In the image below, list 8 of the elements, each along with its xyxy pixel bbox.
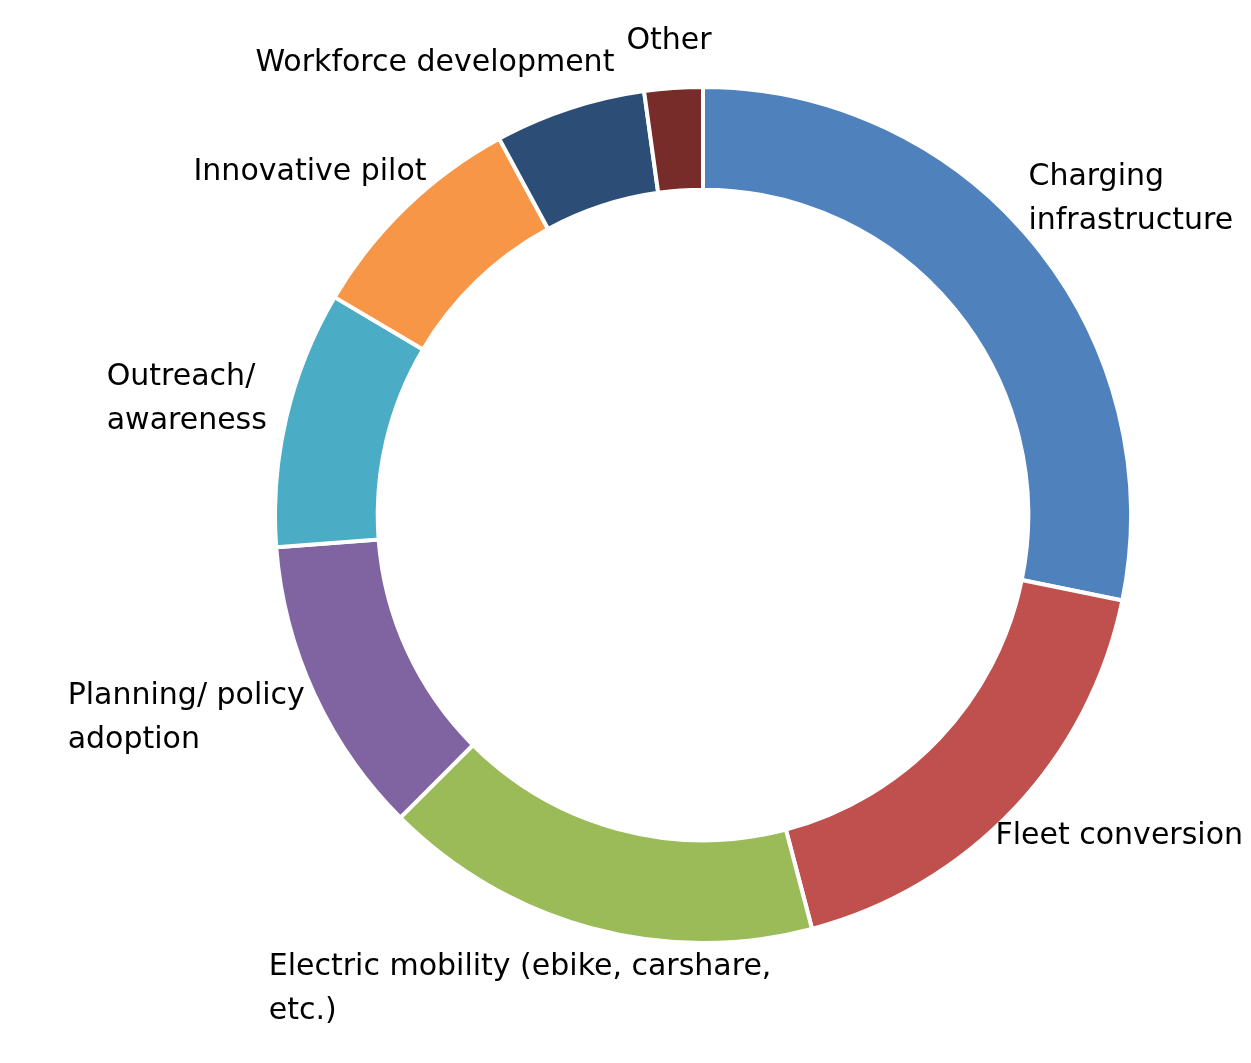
slice-label: Innovative pilot	[193, 151, 427, 187]
slice-label: Planning/ policy adoption	[67, 675, 305, 755]
slice-label: Fleet conversion	[995, 815, 1243, 851]
slice-label: Workforce development	[255, 43, 615, 79]
slice-label: Outreach/ awareness	[106, 357, 267, 437]
slice-label: Electric mobility (ebike, carshare, etc.)	[268, 946, 772, 1026]
slice-label: Other	[626, 20, 713, 56]
slice-label: Charging infrastructure	[1028, 157, 1234, 237]
